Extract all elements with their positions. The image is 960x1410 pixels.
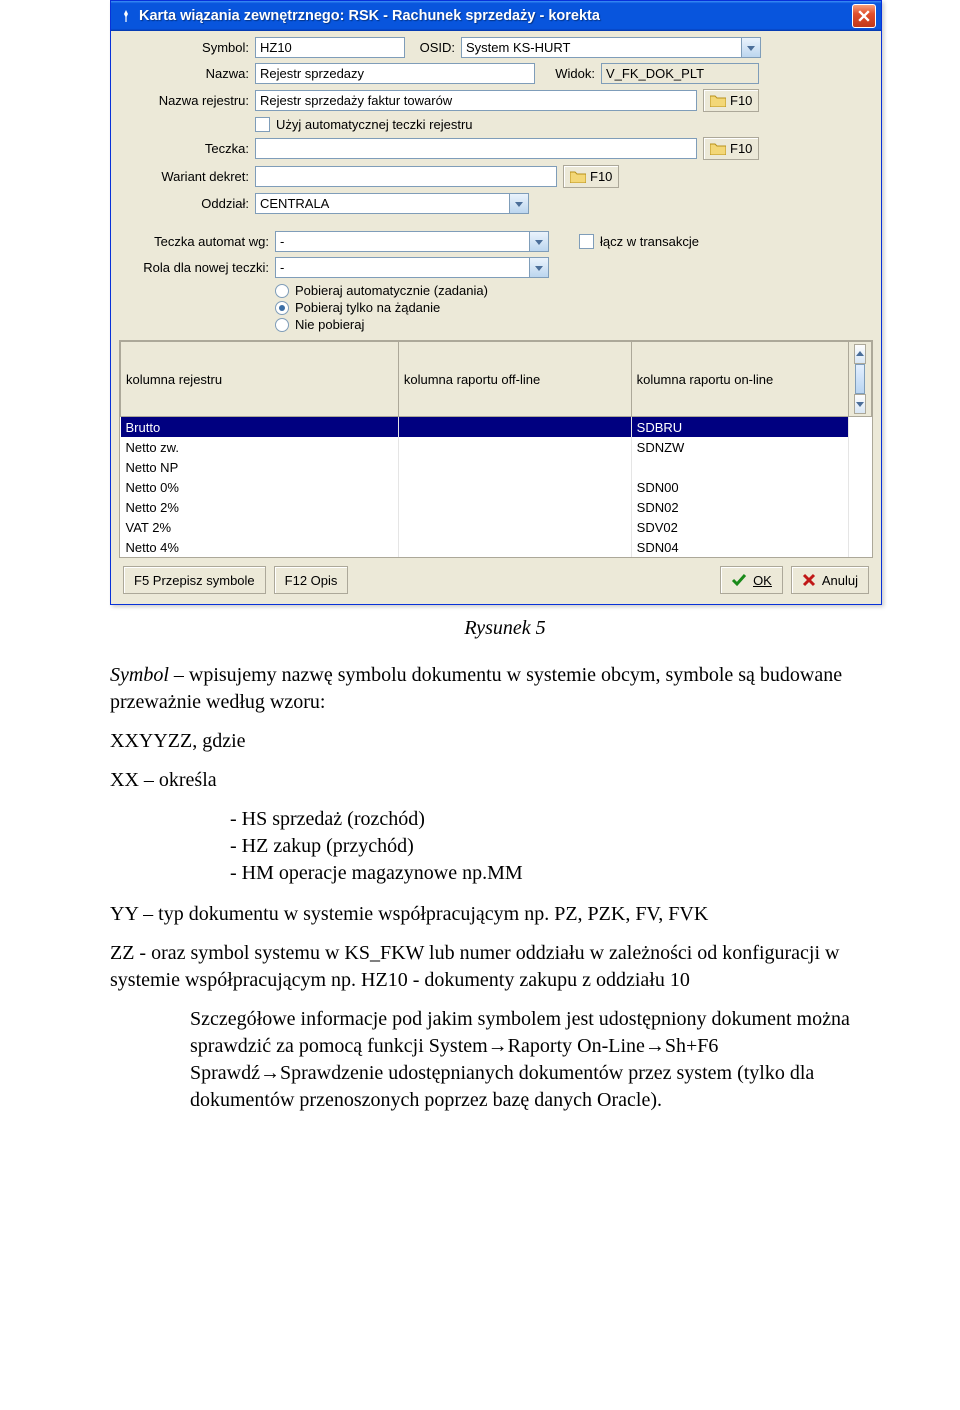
rola-input[interactable] [275,257,529,278]
symbol-term: Symbol [110,664,169,686]
close-button[interactable] [852,4,876,28]
uzyj-auto-row: Użyj automatycznej teczki rejestru [255,117,473,132]
rola-dropdown-icon[interactable] [529,257,549,278]
uzyj-auto-checkbox[interactable] [255,117,270,132]
label-oddzial: Oddział: [119,196,255,211]
client-area: Symbol: OSID: Nazwa: Widok: Nazwa rejest… [111,31,881,604]
scroll-down-icon[interactable] [854,394,866,414]
rola-combo[interactable] [275,257,549,278]
osid-combo[interactable] [461,37,761,58]
scroll-thumb[interactable] [855,364,865,394]
oddzial-dropdown-icon[interactable] [509,193,529,214]
label-rola: Rola dla nowej teczki: [119,260,275,275]
ok-button[interactable]: OK [720,566,783,594]
grid-scrollbar[interactable] [849,342,872,417]
figure-caption: Rysunek 5 [110,617,900,640]
scroll-up-icon[interactable] [854,344,866,364]
wariant-input[interactable] [255,166,557,187]
label-symbol: Symbol: [119,40,255,55]
nazwa-input[interactable] [255,63,535,84]
label-teczka: Teczka: [119,141,255,156]
document-text: Symbol – wpisujemy nazwę symbolu dokumen… [110,662,900,1114]
f10-label: F10 [730,93,752,108]
radio-nie-label: Nie pobieraj [295,317,364,332]
osid-dropdown-icon[interactable] [741,37,761,58]
teczka-auto-dropdown-icon[interactable] [529,231,549,252]
symbol-input[interactable] [255,37,405,58]
dialog-window: Karta wiązania zewnętrznego: RSK - Rachu… [110,0,882,605]
pobieraj-radio-group: Pobieraj automatycznie (zadania) Pobiera… [275,283,873,332]
radio-nie[interactable] [275,318,289,332]
bottom-bar: F5 Przepisz symbole F12 Opis OK Anuluj [119,558,873,596]
lacz-label: łącz w transakcje [600,234,699,249]
label-osid: OSID: [405,40,461,55]
label-nazwa: Nazwa: [119,66,255,81]
radio-zadanie-label: Pobieraj tylko na żądanie [295,300,440,315]
f5-button[interactable]: F5 Przepisz symbole [123,566,266,594]
wariant-f10-button[interactable]: F10 [563,165,619,188]
radio-zadanie[interactable] [275,301,289,315]
nazwa-rejestru-input[interactable] [255,90,697,111]
teczka-f10-button[interactable]: F10 [703,137,759,160]
grid-header-2[interactable]: kolumna raportu off-line [398,342,631,417]
lacz-row: łącz w transakcje [579,234,699,249]
oddzial-combo[interactable] [255,193,529,214]
label-nazwa-rejestru: Nazwa rejestru: [119,93,255,108]
table-row[interactable]: BruttoSDBRU [121,417,872,438]
radio-auto-label: Pobieraj automatycznie (zadania) [295,283,488,298]
widok-input [601,63,759,84]
label-wariant: Wariant dekret: [119,169,255,184]
table-row[interactable]: Netto NP [121,457,872,477]
check-icon [731,573,747,587]
columns-grid[interactable]: kolumna rejestru kolumna raportu off-lin… [120,341,872,557]
lacz-checkbox[interactable] [579,234,594,249]
f12-button[interactable]: F12 Opis [274,566,349,594]
nazwa-rejestru-f10-button[interactable]: F10 [703,89,759,112]
window-title: Karta wiązania zewnętrznego: RSK - Rachu… [139,8,852,24]
teczka-auto-combo[interactable] [275,231,549,252]
table-row[interactable]: Netto 2%SDN02 [121,497,872,517]
cancel-button[interactable]: Anuluj [791,566,869,594]
radio-auto[interactable] [275,284,289,298]
label-teczka-auto: Teczka automat wg: [119,234,275,249]
table-row[interactable]: Netto 4%SDN04 [121,537,872,557]
title-bar: Karta wiązania zewnętrznego: RSK - Rachu… [111,1,881,31]
oddzial-input[interactable] [255,193,509,214]
grid-panel: kolumna rejestru kolumna raportu off-lin… [119,340,873,558]
grid-header-1[interactable]: kolumna rejestru [121,342,399,417]
grid-header-3[interactable]: kolumna raportu on-line [631,342,849,417]
form-panel: Symbol: OSID: Nazwa: Widok: Nazwa rejest… [119,37,873,332]
uzyj-auto-label: Użyj automatycznej teczki rejestru [276,117,473,132]
teczka-auto-input[interactable] [275,231,529,252]
table-row[interactable]: Netto zw.SDNZW [121,437,872,457]
x-icon [802,573,816,587]
pin-icon [119,9,133,23]
teczka-input[interactable] [255,138,697,159]
table-row[interactable]: VAT 2%SDV02 [121,517,872,537]
osid-input[interactable] [461,37,741,58]
table-row[interactable]: Netto 0%SDN00 [121,477,872,497]
label-widok: Widok: [535,66,601,81]
